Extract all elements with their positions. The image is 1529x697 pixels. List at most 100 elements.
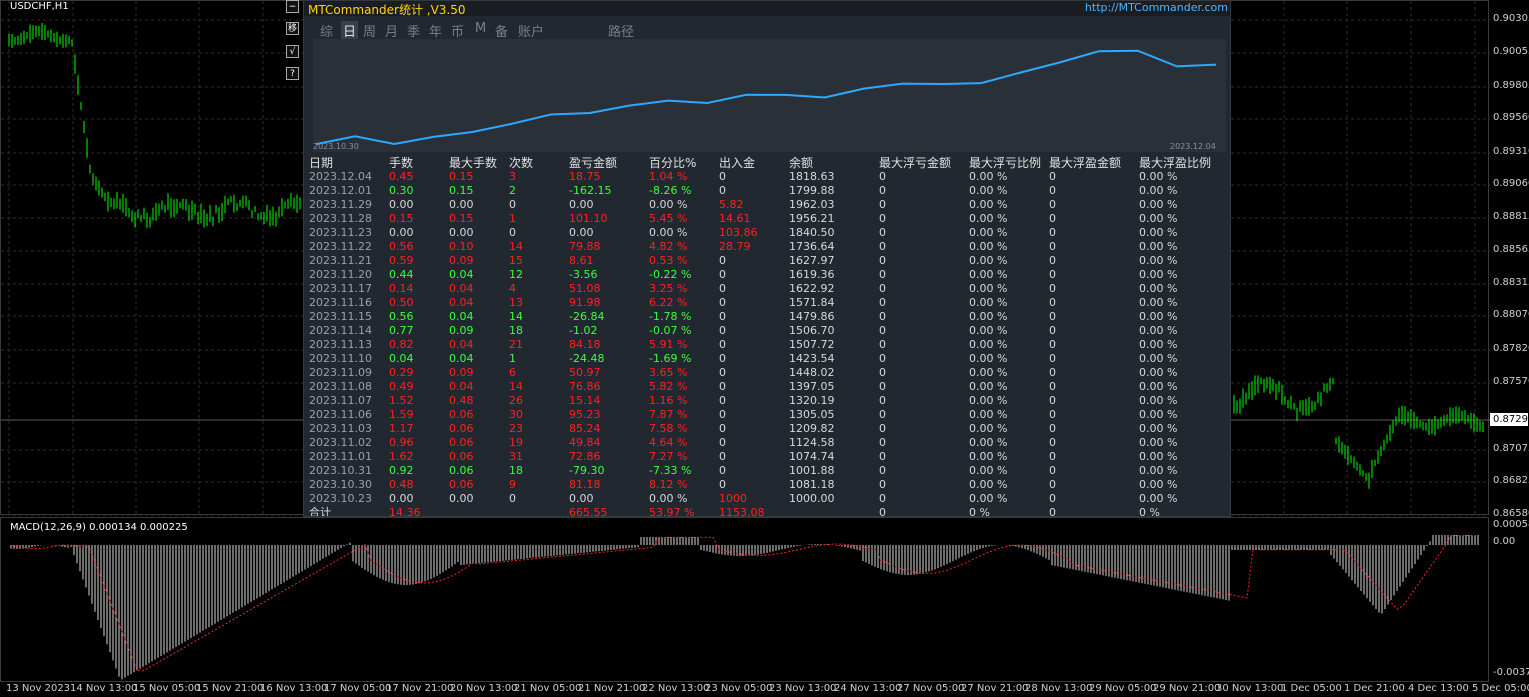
tab-7[interactable]: M [475, 21, 487, 36]
table-cell: 0 [719, 296, 726, 309]
price-axis-label: 0.86825 [1493, 475, 1529, 486]
table-cell: 0.00 % [969, 352, 1008, 365]
table-cell: 2023.11.23 [309, 226, 372, 239]
table-cell: 9 [509, 478, 516, 491]
table-cell: 0 [1049, 240, 1056, 253]
table-cell: 0.09 [449, 366, 474, 379]
check-button[interactable]: √ [286, 45, 299, 58]
macd-axis-bottom: -0.00375 [1493, 667, 1529, 678]
table-cell: 0.00 % [969, 212, 1008, 225]
total-cell: 53.97 % [649, 506, 695, 517]
time-axis-label: 27 Nov 05:00 [897, 683, 965, 694]
table-cell: 0.00 % [969, 282, 1008, 295]
time-axis-label: 27 Nov 21:00 [961, 683, 1029, 694]
table-cell: 0.00 % [969, 170, 1008, 183]
tab-5[interactable]: 年 [429, 25, 443, 40]
table-cell: 0.14 [389, 282, 414, 295]
table-cell: 0.00 % [1139, 268, 1178, 281]
table-cell: 4.64 % [649, 436, 688, 449]
tab-3[interactable]: 月 [385, 25, 399, 40]
table-cell: 0.00 % [969, 366, 1008, 379]
tab-8[interactable]: 备 [495, 25, 509, 40]
table-cell: 0 [879, 464, 886, 477]
table-cell: 0.00 % [649, 198, 688, 211]
table-cell: 0 [1049, 492, 1056, 505]
table-cell: 0.00 % [1139, 212, 1178, 225]
table-cell: 0.00 % [969, 492, 1008, 505]
table-cell: 0 [719, 422, 726, 435]
time-axis-label: 1 Dec 05:00 [1281, 683, 1342, 694]
total-cell: 1153.08 [719, 506, 765, 517]
tab-4[interactable]: 季 [407, 25, 421, 40]
table-cell: 0 [1049, 338, 1056, 351]
macd-pane[interactable] [0, 517, 1489, 682]
website-link[interactable]: http://MTCommander.com [1084, 1, 1228, 14]
tab-0[interactable]: 综 [320, 25, 334, 40]
table-cell: 1320.19 [789, 394, 835, 407]
table-cell: 0 [719, 450, 726, 463]
move-button[interactable]: 移 [286, 22, 299, 35]
table-cell: 0 [879, 240, 886, 253]
table-cell: 30 [509, 408, 523, 421]
table-cell: 85.24 [569, 422, 601, 435]
table-cell: 50.97 [569, 366, 601, 379]
price-axis-label: 0.88315 [1493, 277, 1529, 288]
table-cell: 0 [719, 464, 726, 477]
table-cell: 1.04 % [649, 170, 688, 183]
table-cell: 51.08 [569, 282, 601, 295]
table-cell: 0.00 [389, 198, 414, 211]
time-axis-label: 22 Nov 13:00 [642, 683, 710, 694]
table-cell: 0.06 [449, 450, 474, 463]
table-cell: 0 [719, 170, 726, 183]
tab-10[interactable]: 路径 [608, 25, 635, 40]
tab-1[interactable]: 日 [341, 21, 359, 40]
table-cell: 1001.88 [789, 464, 835, 477]
table-cell: 14.61 [719, 212, 751, 225]
tab-6[interactable]: 币 [451, 25, 465, 40]
table-cell: 0.92 [389, 464, 414, 477]
table-cell: 5.91 % [649, 338, 688, 351]
table-cell: -0.07 % [649, 324, 692, 337]
minimize-button[interactable]: − [286, 0, 299, 13]
table-cell: 0.00 % [969, 464, 1008, 477]
total-cell: 0 [1049, 506, 1056, 517]
table-cell: 81.18 [569, 478, 601, 491]
column-header: 最大浮亏金额 [879, 156, 952, 170]
macd-histogram [10, 535, 1479, 680]
table-cell: 0.15 [449, 170, 474, 183]
table-cell: 0.00 [569, 198, 594, 211]
table-cell: 18.75 [569, 170, 601, 183]
total-cell: 14.36 [389, 506, 421, 517]
table-cell: 0 [509, 492, 516, 505]
table-cell: 0.00 % [1139, 492, 1178, 505]
table-cell: 0.00 % [969, 198, 1008, 211]
table-cell: 0.00 % [1139, 240, 1178, 253]
table-cell: 0.15 [389, 212, 414, 225]
time-axis-label: 29 Nov 05:00 [1089, 683, 1157, 694]
table-cell: 1.62 [389, 450, 414, 463]
table-cell: 2023.11.29 [309, 198, 372, 211]
table-cell: 0 [879, 282, 886, 295]
table-cell: -1.69 % [649, 352, 692, 365]
tab-9[interactable]: 账户 [518, 25, 545, 40]
table-cell: 2023.11.14 [309, 324, 372, 337]
table-cell: 2023.11.06 [309, 408, 372, 421]
table-cell: 1 [509, 352, 516, 365]
table-cell: 0 [879, 366, 886, 379]
macd-axis: 0.000588 0.00 -0.00375 [1489, 517, 1529, 682]
time-axis-label: 21 Nov 05:00 [514, 683, 582, 694]
table-cell: 1.16 % [649, 394, 688, 407]
tab-2[interactable]: 周 [363, 25, 377, 40]
table-cell: 95.23 [569, 408, 601, 421]
table-cell: 18 [509, 464, 523, 477]
panel-title: MTCommander统计 ,V3.50 [308, 3, 466, 17]
table-cell: 1799.88 [789, 184, 835, 197]
table-cell: 0 [879, 394, 886, 407]
table-cell: 2023.11.10 [309, 352, 372, 365]
table-cell: 0 [1049, 212, 1056, 225]
help-button[interactable]: ? [286, 67, 299, 80]
table-cell: 0.00 % [1139, 408, 1178, 421]
